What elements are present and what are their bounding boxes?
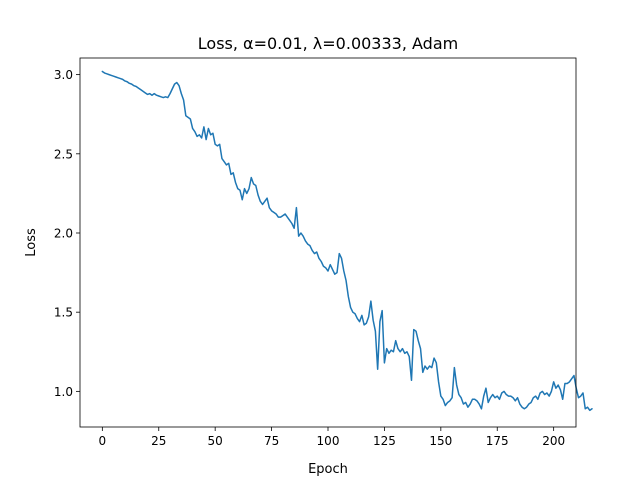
y-axis-label: Loss [24, 228, 39, 257]
series-line-loss [101, 70, 593, 412]
x-tick-label: 100 [317, 434, 340, 448]
x-tick-label: 200 [542, 434, 565, 448]
plot-area [79, 57, 593, 428]
x-tick-label: 75 [264, 434, 279, 448]
x-tick-label: 0 [99, 434, 107, 448]
y-tick-label: 1.0 [54, 385, 73, 399]
y-tick-label: 3.0 [54, 68, 73, 82]
x-tick-label: 150 [429, 434, 452, 448]
y-tick-label: 1.5 [54, 306, 73, 320]
x-axis-label: Epoch [308, 462, 348, 477]
axes-frame [79, 57, 577, 428]
x-tick-label: 175 [486, 434, 509, 448]
y-axis: 1.0 1.5 2.0 2.5 3.0 [54, 68, 80, 399]
x-axis: 0 25 50 75 100 125 150 175 200 [99, 427, 565, 448]
y-tick-label: 2.5 [54, 147, 73, 161]
x-tick-label: 125 [373, 434, 396, 448]
chart-title: Loss, α=0.01, λ=0.00333, Adam [198, 34, 458, 53]
x-tick-label: 50 [208, 434, 223, 448]
y-tick-label: 2.0 [54, 226, 73, 240]
x-tick-label: 25 [151, 434, 166, 448]
